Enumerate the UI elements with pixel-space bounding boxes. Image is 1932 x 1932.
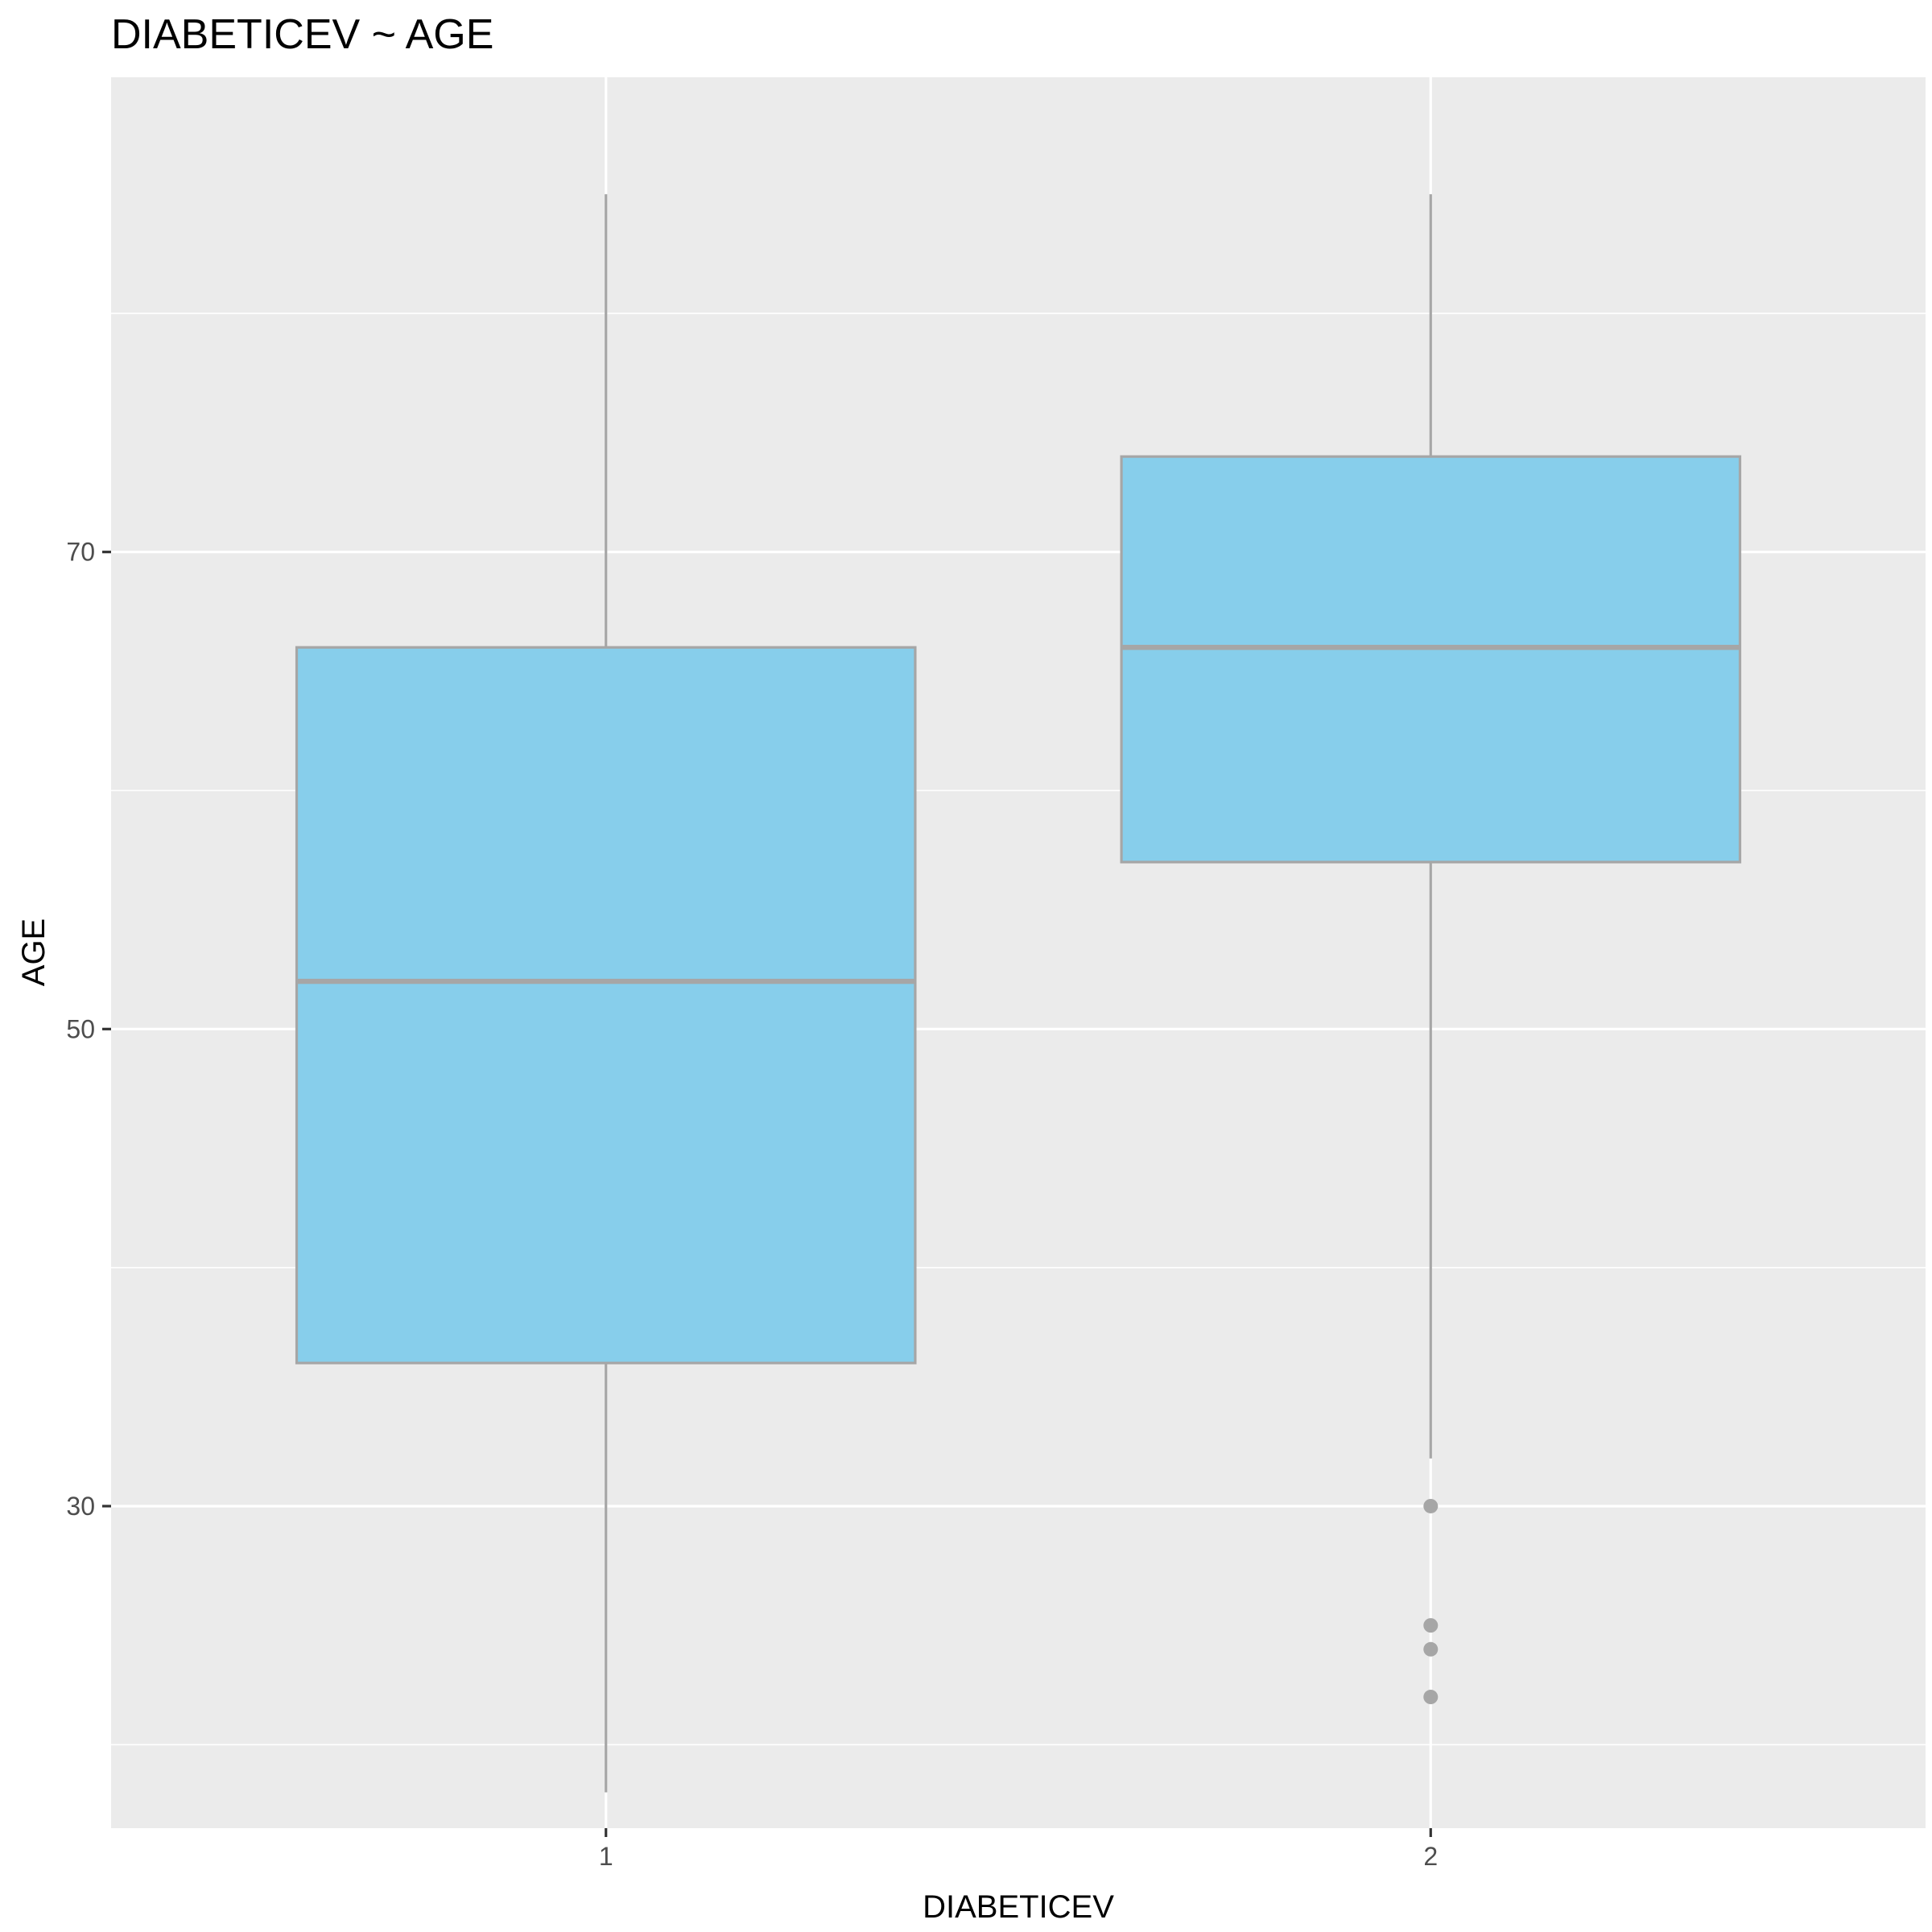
boxes — [295, 194, 1742, 1793]
x-tick-label: 1 — [599, 1842, 613, 1871]
box-group-2 — [1120, 194, 1742, 1705]
outlier-point — [1423, 1641, 1439, 1657]
outlier-point — [1423, 1690, 1439, 1705]
y-tick-label: 70 — [66, 538, 95, 567]
outlier-point — [1423, 1498, 1439, 1513]
x-tick-label: 2 — [1423, 1842, 1438, 1871]
y-axis-title: AGE — [16, 919, 52, 986]
axes: 30 50 70 1 2 — [66, 538, 1438, 1871]
box-iqr — [1120, 455, 1742, 864]
chart-title: DIABETICEV ~ AGE — [111, 11, 493, 58]
y-tick-label: 30 — [66, 1492, 95, 1521]
box-iqr — [295, 646, 917, 1364]
outlier-point — [1423, 1618, 1439, 1633]
box-group-1 — [295, 194, 917, 1793]
x-axis-title: DIABETICEV — [923, 1889, 1114, 1925]
y-tick-label: 50 — [66, 1014, 95, 1043]
